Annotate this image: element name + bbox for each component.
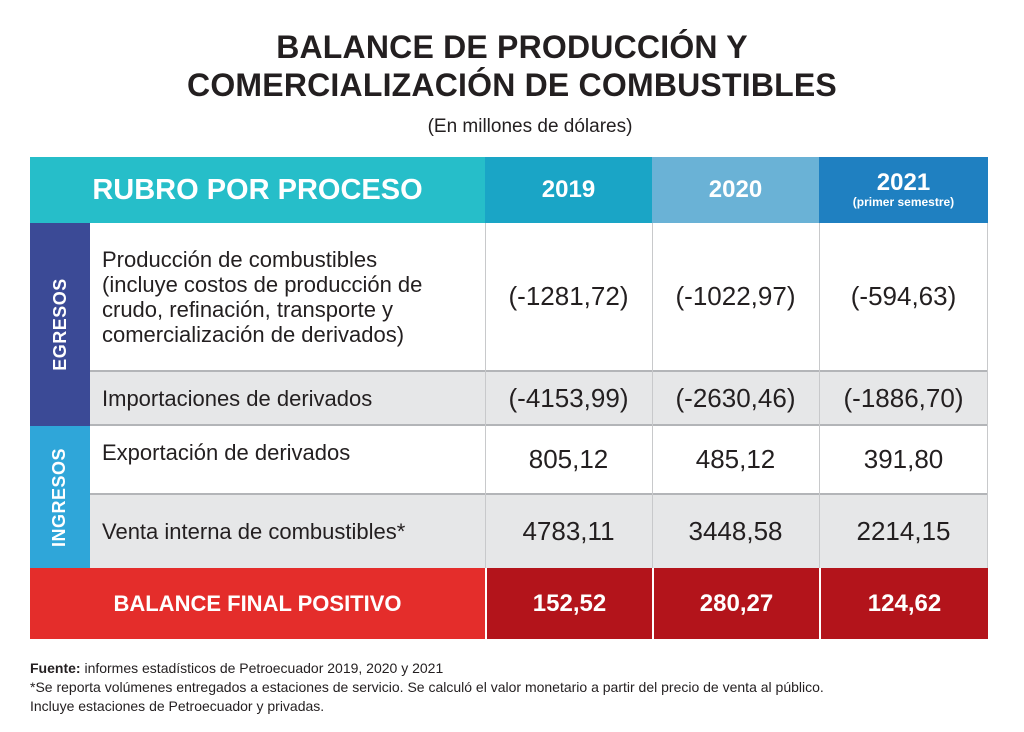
row-divider [90,370,988,372]
column-divider [819,223,820,568]
table-cell-value: (-4153,99) [485,372,652,424]
table-cell-value: 805,12 [485,426,652,493]
page-subtitle: (En millones de dólares) [427,116,633,137]
footnote-line: Incluye estaciones de Petroecuador y pri… [30,698,325,714]
group-ingresos: INGRESOS [30,426,90,568]
header-year-label: 2019 [541,176,596,203]
table-cell-value: (-2630,46) [652,372,819,424]
group-egresos-label: EGRESOS [49,278,70,371]
table-cell-value: 485,12 [652,426,819,493]
table-cell-value: (-1886,70) [819,372,988,424]
row-divider [90,424,988,426]
column-divider [485,223,486,568]
total-value: 124,62 [819,568,988,639]
table-cell-value: (-1022,97) [652,223,819,370]
source-note: Fuente: informes estadísticos de Petroec… [30,659,1000,678]
column-divider [652,223,653,568]
header-year-label: 2020 [708,176,763,203]
title-line-1: BALANCE DE PRODUCCIÓN Y [276,29,748,65]
column-divider [987,223,988,568]
table-cell-value: 3448,58 [652,495,819,568]
source-text: informes estadísticos de Petroecuador 20… [80,660,444,676]
row-label-text: Producción de combustibles (incluye cost… [102,246,423,347]
footnotes: Fuente: informes estadísticos de Petroec… [30,659,1000,716]
header-year-label: 2021 [876,169,931,196]
table-row-label: Exportación de derivados [90,426,485,493]
group-egresos: EGRESOS [30,223,90,426]
table-cell-value: 391,80 [819,426,988,493]
source-label: Fuente: [30,660,81,676]
table-cell-value: 4783,11 [485,495,652,568]
table-cell-value: (-594,63) [819,223,988,370]
group-ingresos-label: INGRESOS [49,447,70,547]
table-cell-value: 2214,15 [819,495,988,568]
total-label: BALANCE FINAL POSITIVO [30,568,485,639]
total-value: 152,52 [485,568,652,639]
header-year-2021: 2021 (primer semestre) [819,157,988,223]
header-rubro: RUBRO POR PROCESO [30,157,485,223]
header-year-2019: 2019 [485,157,652,223]
row-divider [90,493,988,495]
header-year-2020: 2020 [652,157,819,223]
page-title: BALANCE DE PRODUCCIÓN Y COMERCIALIZACIÓN… [0,28,1024,104]
header-year-sublabel: (primer semestre) [852,195,955,209]
table-row-label: Venta interna de combustibles* [90,495,485,568]
table-row-label: Producción de combustibles (incluye cost… [90,223,485,370]
total-value: 280,27 [652,568,819,639]
footnote-line: *Se reporta volúmenes entregados a estac… [30,679,824,695]
title-line-2: COMERCIALIZACIÓN DE COMBUSTIBLES [187,67,837,103]
table-row-label: Importaciones de derivados [90,372,485,424]
table-cell-value: (-1281,72) [485,223,652,370]
balance-table: RUBRO POR PROCESO 2019 2020 2021 (primer… [30,157,988,639]
